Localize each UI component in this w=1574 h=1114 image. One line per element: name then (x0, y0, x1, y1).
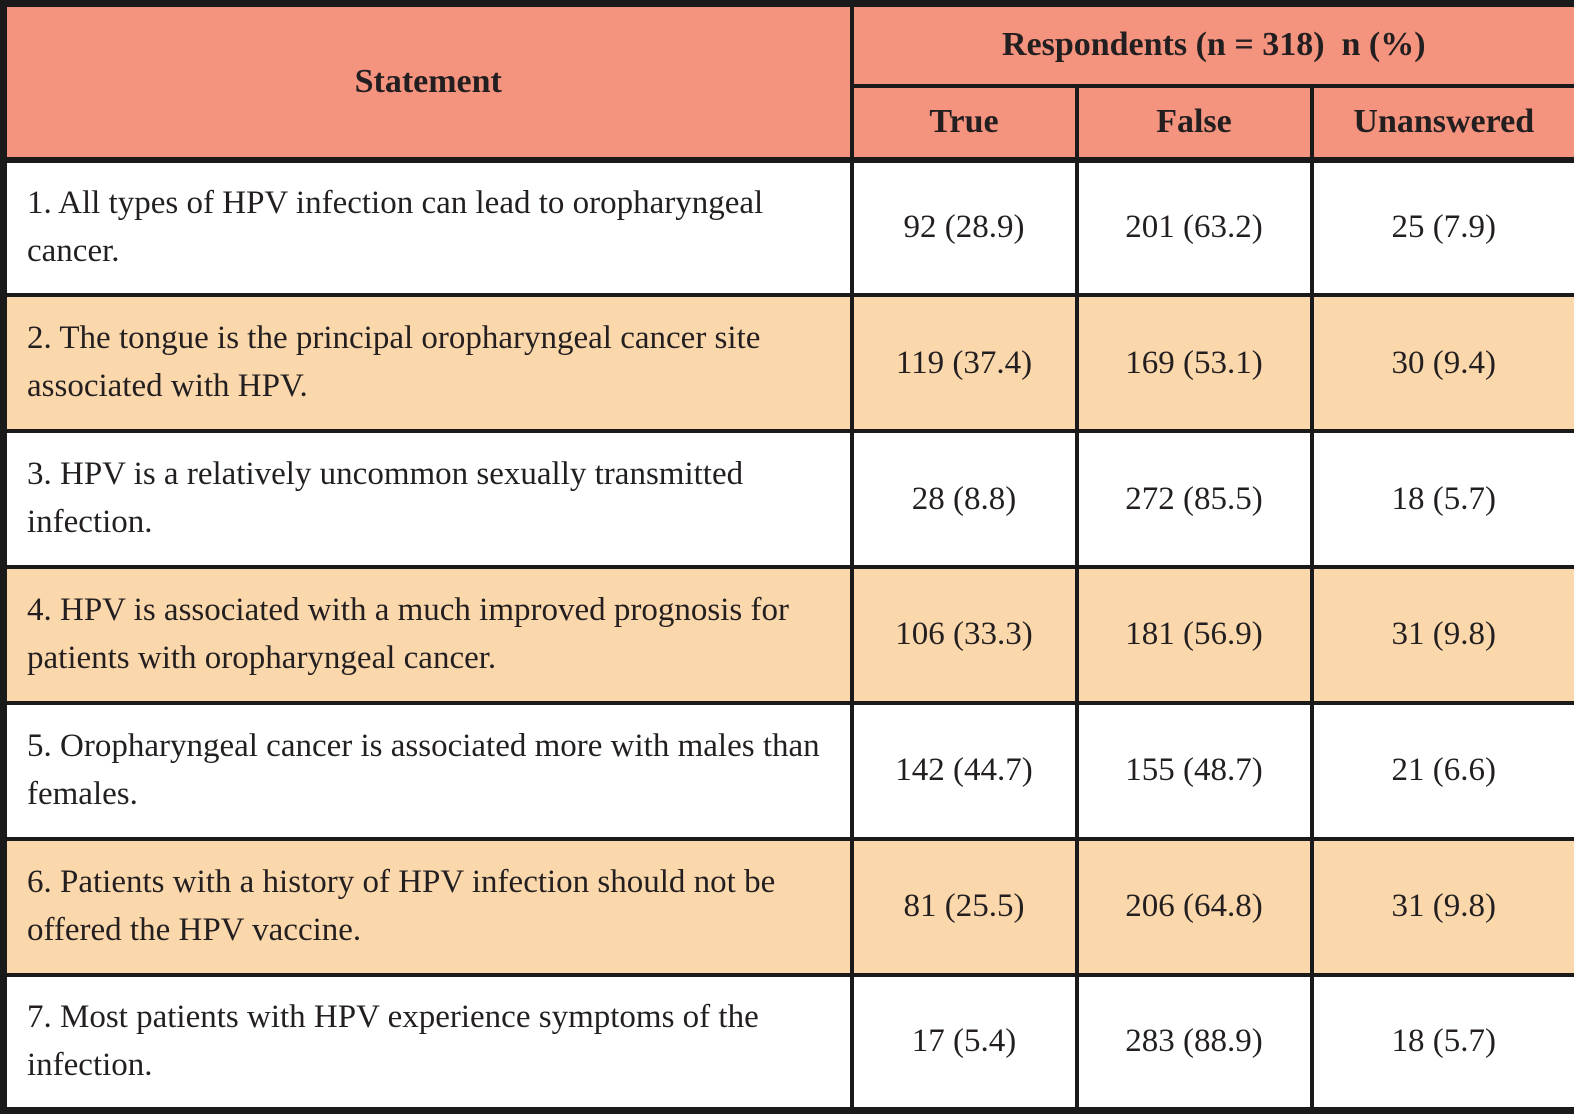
column-header-true: True (849, 83, 1079, 162)
false-cell: 206 (64.8) (1074, 836, 1314, 977)
false-cell: 169 (53.1) (1074, 293, 1314, 434)
true-cell: 106 (33.3) (849, 565, 1079, 705)
statement-cell: 1. All types of HPV infection can lead t… (1, 157, 854, 298)
table-row-7: 7. Most patients with HPV experience sym… (1, 972, 1574, 1113)
statement-cell: 7. Most patients with HPV experience sym… (1, 972, 854, 1113)
true-cell: 28 (8.8) (849, 429, 1079, 570)
false-cell: 181 (56.9) (1074, 565, 1314, 705)
table-body: 1. All types of HPV infection can lead t… (1, 157, 1574, 1113)
table-row-5: 5. Oropharyngeal cancer is associated mo… (1, 700, 1574, 841)
true-cell: 17 (5.4) (849, 972, 1079, 1113)
unanswered-cell: 31 (9.8) (1309, 836, 1574, 977)
statement-cell: 5. Oropharyngeal cancer is associated mo… (1, 700, 854, 841)
column-header-respondents-group: Respondents (n = 318) n (%) (849, 1, 1574, 88)
unanswered-cell: 18 (5.7) (1309, 429, 1574, 570)
column-header-statement: Statement (1, 1, 854, 162)
false-cell: 283 (88.9) (1074, 972, 1314, 1113)
table-row-3: 3. HPV is a relatively uncommon sexually… (1, 429, 1574, 570)
unanswered-cell: 25 (7.9) (1309, 157, 1574, 298)
statement-cell: 2. The tongue is the principal oropharyn… (1, 293, 854, 434)
column-header-unanswered: Unanswered (1309, 83, 1574, 162)
unanswered-cell: 18 (5.7) (1309, 972, 1574, 1113)
statement-cell: 3. HPV is a relatively uncommon sexually… (1, 429, 854, 570)
true-cell: 81 (25.5) (849, 836, 1079, 977)
true-cell: 119 (37.4) (849, 293, 1079, 434)
table-row-1: 1. All types of HPV infection can lead t… (1, 157, 1574, 298)
false-cell: 155 (48.7) (1074, 700, 1314, 841)
statement-cell: 6. Patients with a history of HPV infect… (1, 836, 854, 977)
true-cell: 92 (28.9) (849, 157, 1079, 298)
table-header: Statement Respondents (n = 318) n (%) Tr… (1, 1, 1574, 162)
false-cell: 272 (85.5) (1074, 429, 1314, 570)
unanswered-cell: 21 (6.6) (1309, 700, 1574, 841)
table-row-6: 6. Patients with a history of HPV infect… (1, 836, 1574, 977)
column-header-false: False (1074, 83, 1314, 162)
unanswered-cell: 30 (9.4) (1309, 293, 1574, 434)
statement-cell: 4. HPV is associated with a much improve… (1, 565, 854, 705)
false-cell: 201 (63.2) (1074, 157, 1314, 298)
true-cell: 142 (44.7) (849, 700, 1079, 841)
unanswered-cell: 31 (9.8) (1309, 565, 1574, 705)
table-row-2: 2. The tongue is the principal oropharyn… (1, 293, 1574, 434)
table-row-4: 4. HPV is associated with a much improve… (1, 565, 1574, 705)
